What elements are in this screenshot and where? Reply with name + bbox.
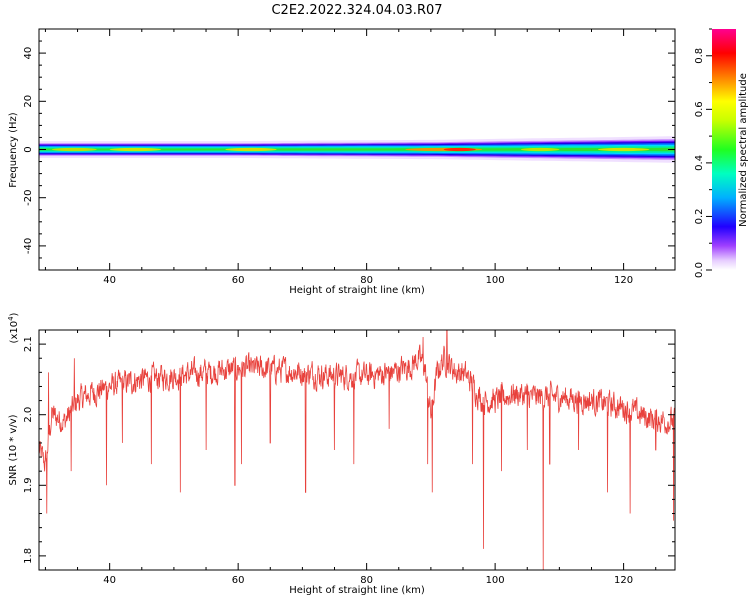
snr-y-tick-label: 1.9: [23, 477, 34, 493]
colorbar-gradient: [712, 29, 736, 270]
band-peak-5: [597, 147, 650, 152]
colorbar-ticks: 0.0 0.2 0.4 0.6 0.8: [694, 28, 712, 278]
band-peak-0: [51, 147, 97, 152]
snr-y-multiplier-base: (x10: [9, 321, 20, 344]
colorbar-tick-label: 0.0: [694, 262, 705, 278]
snr-y-tick-label: 1.8: [23, 548, 34, 564]
snr-x-tick-label: 100: [486, 575, 505, 586]
colorbar: 0.0 0.2 0.4 0.6 0.8 Normalized spectral ampl…: [694, 28, 749, 278]
spectrogram-y-tick-label: 0: [23, 146, 34, 152]
band-level-7: [39, 147, 675, 152]
spectrogram-x-tick-label: 100: [486, 275, 505, 286]
spectrogram-band: [39, 136, 675, 163]
colorbar-tick-label: 0.4: [694, 155, 705, 171]
spectrogram-panel: 40 60 80 100 120 -40 -20 0 20 40 Height of straig…: [8, 28, 676, 296]
snr-y-tick-label: 2.0: [23, 407, 34, 423]
spectrogram-x-tick-label: 80: [360, 275, 373, 286]
spectrogram-ticks: 40 60 80 100 120 -40 -20 0 20 40: [23, 28, 675, 286]
spectrogram-x-tick-label: 40: [103, 275, 116, 286]
band-peak-4: [443, 147, 476, 152]
band-peak-2: [225, 147, 277, 152]
colorbar-tick-label: 0.2: [694, 208, 705, 224]
spectrogram-y-tick-label: 40: [23, 47, 34, 60]
colorbar-label: Normalized spectral amplitude: [738, 73, 749, 227]
spectrogram-y-tick-label: 20: [23, 95, 34, 108]
snr-x-tick-label: 40: [103, 575, 116, 586]
snr-y-multiplier: (x104): [7, 312, 20, 343]
band-peak-6: [520, 147, 560, 152]
snr-ticks: 40 60 80 100 120 1.8 1.9 2.0 2.1: [23, 329, 675, 586]
figure-title: C2E2.2022.324.04.03.R07: [271, 3, 442, 18]
spectrogram-x-tick-label: 120: [614, 275, 633, 286]
snr-series-line: [39, 330, 675, 570]
snr-y-axis-label: SNR (10 * v/v): [8, 414, 19, 485]
spectrogram-y-tick-label: -20: [23, 190, 34, 206]
snr-y-tick-label: 2.1: [23, 336, 34, 352]
spectrogram-x-tick-label: 60: [232, 275, 245, 286]
snr-x-tick-label: 80: [360, 575, 373, 586]
snr-y-multiplier-close: ): [9, 312, 20, 316]
snr-x-tick-label: 120: [614, 575, 633, 586]
snr-x-axis-label: Height of straight line (km): [289, 585, 425, 596]
snr-plot-frame: [38, 329, 676, 571]
colorbar-tick-label: 0.8: [694, 48, 705, 64]
snr-panel: 40 60 80 100 120 1.8 1.9 2.0 2.1 Height of strai…: [7, 312, 676, 596]
band-peak-1: [109, 147, 162, 152]
snr-x-tick-label: 60: [232, 575, 245, 586]
colorbar-tick-label: 0.6: [694, 101, 705, 117]
spectrogram-x-axis-label: Height of straight line (km): [289, 285, 425, 296]
snr-y-multiplier-exponent: 4: [7, 316, 15, 321]
spectrogram-y-axis-label: Frequency (Hz): [8, 112, 19, 188]
spectrogram-y-tick-label: -40: [23, 238, 34, 254]
